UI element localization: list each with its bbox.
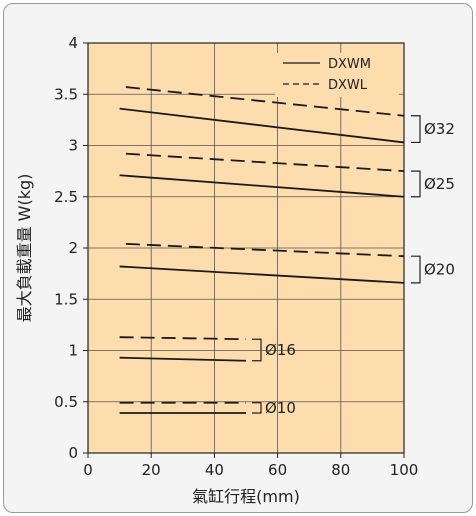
group-bracket-d10 bbox=[252, 402, 262, 414]
y-tick-label: 3.5 bbox=[54, 85, 78, 103]
y-axis-label: 最大負載重量 W(kg) bbox=[15, 174, 34, 323]
x-tick-label: 100 bbox=[390, 461, 419, 479]
series-line-dxwl-d20 bbox=[125, 243, 405, 258]
series-lines bbox=[119, 86, 405, 414]
y-tick-label: 0 bbox=[68, 444, 78, 462]
group-labels: Ø32 Ø25 Ø20 Ø16 Ø10 bbox=[252, 115, 455, 417]
group-label-d10: Ø10 bbox=[265, 399, 296, 417]
y-tick-label: 4 bbox=[68, 34, 78, 52]
legend-label-dxwm: DXWM bbox=[328, 57, 371, 72]
group-bracket-d25 bbox=[411, 170, 421, 198]
x-tick-label: 0 bbox=[83, 461, 93, 479]
group-label-d32: Ø32 bbox=[424, 120, 455, 138]
tick-labels: 0 20 40 60 80 100 0 0.5 1 1.5 2 2.5 3 3.5 4 bbox=[54, 34, 418, 479]
legend: DXWM DXWL bbox=[275, 53, 399, 97]
series-line-dxwl-d25 bbox=[125, 152, 405, 173]
y-tick-label: 1.5 bbox=[54, 290, 78, 308]
x-tick-label: 40 bbox=[205, 461, 224, 479]
series-line-dxwm-d16 bbox=[119, 356, 247, 362]
x-tick-label: 60 bbox=[268, 461, 287, 479]
series-line-dxwl-d16 bbox=[119, 336, 247, 341]
group-bracket-d16 bbox=[252, 338, 262, 362]
group-bracket-d20 bbox=[411, 255, 421, 284]
group-label-d25: Ø25 bbox=[424, 175, 455, 193]
y-tick-label: 1 bbox=[68, 342, 78, 360]
y-tick-label: 0.5 bbox=[54, 393, 78, 411]
series-line-dxwm-d20 bbox=[119, 265, 405, 284]
group-bracket-d32 bbox=[411, 115, 421, 144]
x-tick-label: 80 bbox=[331, 461, 350, 479]
series-line-dxwm-d25 bbox=[119, 174, 405, 198]
y-tick-label: 3 bbox=[68, 137, 78, 155]
x-tick-label: 20 bbox=[142, 461, 161, 479]
group-label-d16: Ø16 bbox=[265, 341, 296, 359]
y-tick-label: 2.5 bbox=[54, 188, 78, 206]
legend-box bbox=[275, 53, 399, 97]
group-label-d20: Ø20 bbox=[424, 261, 455, 279]
x-axis-label: 氣缸行程(mm) bbox=[192, 487, 300, 506]
series-line-dxwl-d32 bbox=[125, 86, 405, 117]
series-line-dxwm-d32 bbox=[119, 107, 405, 144]
legend-label-dxwl: DXWL bbox=[328, 78, 368, 93]
y-tick-label: 2 bbox=[68, 239, 78, 257]
